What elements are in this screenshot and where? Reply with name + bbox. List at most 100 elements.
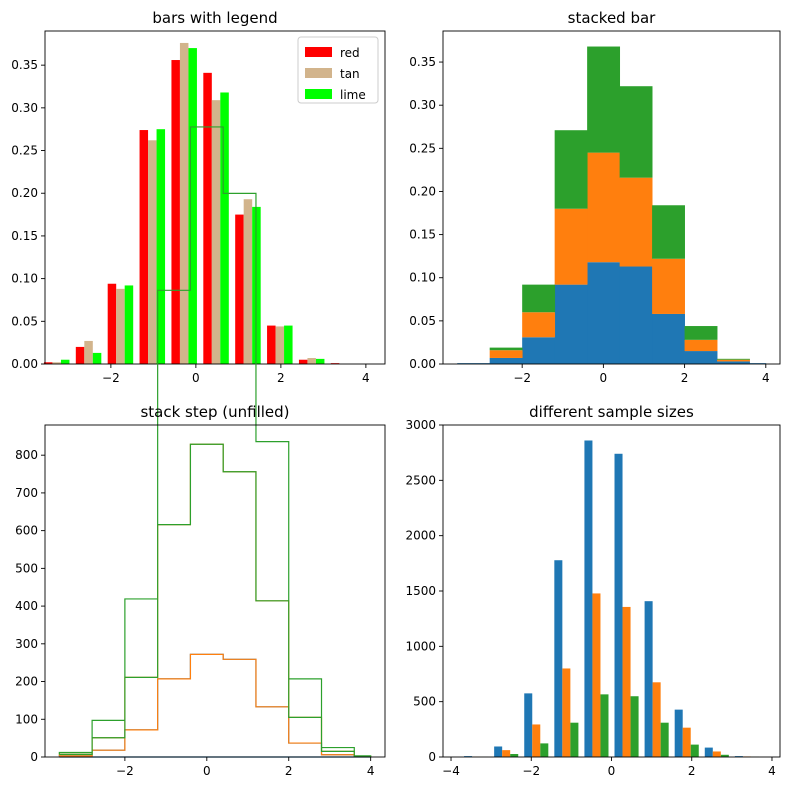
stack-s3-bin2 (489, 347, 523, 351)
x-tick-label: 0 (600, 371, 608, 385)
bar-s3-bin5 (600, 694, 609, 757)
y-tick-label: 0.20 (11, 186, 38, 200)
bar-s2-bin5 (592, 593, 601, 757)
y-tick-label: 0 (428, 750, 436, 764)
y-tick-label: 0.20 (409, 184, 436, 198)
y-tick-label: 0.05 (11, 314, 38, 328)
y-tick-label: 0.35 (11, 58, 38, 72)
x-tick-label: 2 (688, 764, 696, 778)
y-tick-label: 600 (15, 524, 38, 538)
y-tick-label: 300 (15, 637, 38, 651)
stack-s3-bin3 (522, 284, 556, 313)
y-tick-label: 0.10 (11, 272, 38, 286)
bar-s1-bin2 (75, 346, 85, 364)
stack-s3-bin6 (619, 86, 653, 178)
bar-s1-bin1 (43, 362, 53, 364)
stack-s3-bin9 (717, 358, 750, 360)
y-tick-label: 0.00 (11, 357, 38, 371)
chart-title: stacked bar (568, 9, 657, 27)
bar-s1-bin4 (139, 130, 149, 364)
legend-label-lime: lime (340, 88, 366, 102)
bar-s1-bin9 (298, 359, 308, 364)
legend-label-tan: tan (340, 67, 360, 81)
bar-s1-bin7 (235, 214, 244, 364)
y-tick-label: 0 (30, 750, 38, 764)
stack-s1-bin8 (684, 351, 718, 364)
y-tick-label: 0.25 (409, 141, 436, 155)
y-tick-label: 0.10 (409, 271, 436, 285)
x-tick-label: 0 (608, 764, 616, 778)
y-tick-label: 2000 (405, 529, 436, 543)
bar-s2-bin4 (562, 668, 571, 757)
stack-s1-bin5 (587, 262, 621, 364)
x-tick-label: 2 (277, 371, 285, 385)
y-tick-label: 3000 (405, 418, 436, 432)
stack-s2-bin2 (489, 350, 523, 358)
bar-s3-bin2 (92, 352, 102, 364)
y-tick-label: 0.35 (409, 55, 436, 69)
bar-s2-bin7 (652, 682, 661, 757)
y-tick-label: 200 (15, 675, 38, 689)
bar-s2-bin8 (682, 727, 691, 757)
stack-s1-bin4 (554, 284, 588, 364)
bar-s2-bin6 (622, 606, 631, 757)
x-tick-label: 4 (367, 764, 375, 778)
bar-s2-bin6 (211, 100, 221, 364)
bar-s2-bin8 (275, 326, 285, 364)
axes-frame (442, 30, 781, 365)
bar-s1-bin9 (704, 747, 713, 757)
y-tick-label: 0.30 (409, 98, 436, 112)
x-tick-label: −2 (116, 764, 134, 778)
stack-s1-bin7 (652, 313, 685, 364)
subplot-3: −2 0 2 4 0 100 200 300 400 500 600 700 800 stack step… (15, 126, 386, 778)
bar-s2-bin3 (532, 724, 541, 757)
step-series-1 (58, 653, 372, 758)
stack-s2-bin5 (587, 152, 621, 263)
y-tick-label: 0.30 (11, 101, 38, 115)
x-tick-label: −4 (442, 764, 460, 778)
x-tick-label: 2 (681, 371, 689, 385)
bar-s3-bin3 (540, 743, 549, 757)
stack-s2-bin7 (652, 258, 685, 314)
legend-swatch-lime (305, 89, 332, 99)
bar-s1-bin4 (554, 560, 563, 757)
y-tick-label: 800 (15, 448, 38, 462)
stack-s1-bin6 (619, 266, 653, 364)
y-tick-label: 0.15 (11, 229, 38, 243)
x-tick-label: 4 (768, 764, 776, 778)
y-tick-label: 400 (15, 599, 38, 613)
bar-s3-bin7 (660, 722, 669, 757)
bar-s2-bin9 (307, 358, 316, 364)
bar-s3-bin5 (188, 48, 197, 364)
bar-s2-bin5 (179, 42, 189, 364)
stack-s2-bin8 (684, 339, 718, 352)
bar-s2-bin2 (84, 340, 93, 364)
y-tick-label: 2500 (405, 473, 436, 487)
chart-title: bars with legend (152, 9, 277, 27)
x-tick-label: −2 (513, 371, 531, 385)
stack-s2-bin6 (619, 177, 653, 267)
x-tick-label: −2 (522, 764, 540, 778)
x-tick-label: 0 (192, 371, 200, 385)
y-tick-label: 500 (15, 561, 38, 575)
step-series-3 (58, 126, 372, 757)
x-tick-label: 4 (362, 371, 370, 385)
stack-s2-bin3 (522, 312, 556, 338)
bar-s3-bin1 (60, 359, 70, 364)
axes-frame (44, 30, 386, 365)
subplot-2: −2 0 2 4 0.00 0.05 0.10 0.15 0.20 0.25 0.30 0.35 sta… (409, 9, 781, 385)
bar-s3-bin4 (156, 129, 166, 364)
chart-title: different sample sizes (529, 403, 694, 421)
y-tick-label: 100 (15, 712, 38, 726)
y-tick-label: 0.15 (409, 228, 436, 242)
stack-s2-bin4 (554, 208, 588, 285)
bar-s1-bin3 (107, 283, 117, 364)
y-tick-label: 1000 (405, 639, 436, 653)
x-tick-label: 4 (762, 371, 770, 385)
y-tick-label: 1500 (405, 584, 436, 598)
stack-s2-bin9 (717, 359, 750, 362)
y-tick-label: 700 (15, 486, 38, 500)
bar-s1-bin8 (674, 709, 683, 757)
y-tick-label: 0.25 (11, 144, 38, 158)
